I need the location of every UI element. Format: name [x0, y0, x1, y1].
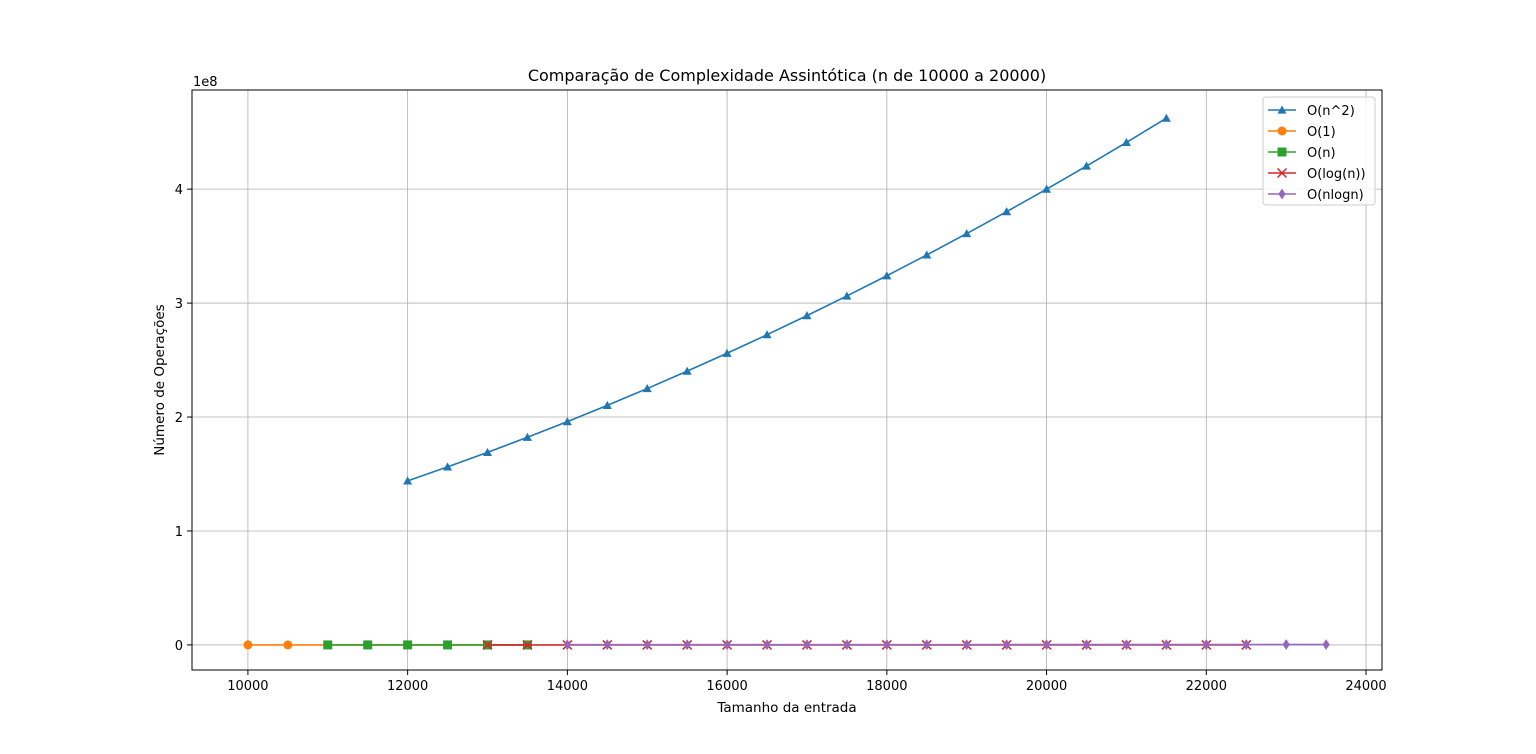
legend-label: O(1): [1307, 125, 1336, 140]
series-layer: [243, 113, 1330, 651]
y-tick-label: 1: [175, 525, 183, 540]
y-tick-label: 0: [175, 639, 183, 654]
data-point-triangle: [1081, 161, 1091, 170]
data-point-diamond: [563, 639, 571, 651]
x-tick-label: 10000: [227, 679, 268, 694]
legend-item: O(n^2): [1268, 104, 1355, 119]
axes: 10000 12000 14000 16000 18000 20000 22000 24000…: [175, 183, 1387, 694]
data-point-diamond: [1278, 188, 1286, 200]
data-point-triangle: [1121, 137, 1131, 147]
data-point-triangle: [1277, 105, 1287, 114]
data-point-triangle: [1161, 113, 1171, 122]
legend-label: O(n^2): [1307, 104, 1355, 119]
plot-frame: [191, 89, 1383, 671]
data-point-diamond: [1202, 639, 1210, 650]
legend-items: O(n^2) O(1) O(n) O(log(n)) O(nlogn): [1268, 104, 1366, 203]
data-point-square: [1277, 147, 1287, 157]
data-point-diamond: [803, 639, 811, 651]
data-point-square: [323, 640, 333, 650]
legend-box: [1262, 96, 1376, 206]
data-point-triangle: [842, 291, 852, 300]
data-point-triangle: [483, 447, 493, 456]
data-point-x: [522, 639, 533, 650]
data-point-diamond: [603, 639, 611, 651]
data-point-square: [363, 640, 373, 650]
y-tick-label: 3: [175, 297, 183, 312]
x-axis-label: Tamanho da entrada: [716, 700, 856, 716]
data-point-diamond: [1282, 639, 1290, 650]
data-point-circle: [243, 640, 253, 650]
legend-item: O(nlogn): [1268, 188, 1364, 203]
data-point-diamond: [763, 639, 771, 651]
chart-title: Comparação de Complexidade Assintótica (…: [528, 66, 1046, 85]
data-point-square: [403, 640, 413, 650]
data-point-triangle: [522, 432, 532, 441]
data-point-x: [482, 639, 493, 650]
data-point-diamond: [723, 639, 731, 651]
data-point-triangle: [722, 348, 732, 357]
y-tick-label: 2: [175, 411, 183, 426]
legend-label: O(n): [1307, 146, 1336, 161]
data-point-diamond: [843, 639, 851, 651]
data-point-diamond: [923, 639, 931, 651]
data-point-triangle: [403, 476, 413, 485]
x-tick-label: 20000: [1026, 679, 1067, 694]
data-point-diamond: [643, 639, 651, 651]
data-point-triangle: [562, 417, 572, 426]
data-point-triangle: [682, 366, 692, 375]
y-tick-label: 4: [175, 183, 183, 198]
data-point-triangle: [443, 462, 453, 471]
legend-item: O(n): [1268, 146, 1336, 161]
legend-item: O(log(n)): [1268, 167, 1366, 182]
data-point-triangle: [802, 311, 812, 320]
x-tick-label: 14000: [547, 679, 588, 694]
y-axis-label: Número de Operações: [152, 304, 168, 455]
x-tick-label: 16000: [706, 679, 747, 694]
data-point-triangle: [922, 250, 932, 259]
data-point-square: [443, 640, 453, 650]
data-point-diamond: [1042, 639, 1051, 651]
data-point-diamond: [1242, 639, 1250, 650]
x-tick-label: 22000: [1186, 679, 1227, 694]
data-point-diamond: [883, 639, 891, 651]
legend-label: O(log(n)): [1307, 167, 1366, 182]
data-point-x: [1276, 167, 1288, 179]
legend-label: O(nlogn): [1307, 188, 1364, 203]
data-point-triangle: [1042, 184, 1052, 193]
data-point-triangle: [602, 400, 612, 409]
x-tick-label: 12000: [387, 679, 428, 694]
data-point-circle: [1277, 126, 1287, 136]
legend: O(n^2) O(1) O(n) O(log(n)) O(nlogn): [1262, 96, 1376, 206]
data-point-diamond: [963, 639, 971, 651]
series-O(nlogn): [563, 639, 1330, 651]
plot-area: [192, 90, 1382, 670]
series-O(n^2): [403, 113, 1171, 485]
plot-area-background: [192, 90, 1382, 670]
series-line: [407, 117, 1167, 482]
data-point-diamond: [1122, 639, 1131, 650]
data-point-triangle: [762, 330, 772, 339]
data-point-triangle: [882, 271, 892, 280]
data-point-triangle: [1002, 207, 1012, 216]
data-point-diamond: [1003, 639, 1011, 651]
data-point-circle: [283, 640, 293, 650]
data-point-triangle: [962, 229, 972, 238]
data-point-diamond: [683, 639, 691, 651]
y-offset-label: 1e8: [193, 75, 218, 90]
x-tick-label: 18000: [866, 679, 907, 694]
data-point-diamond: [1082, 639, 1091, 650]
data-point-diamond: [1162, 639, 1170, 650]
data-point-diamond: [1322, 639, 1330, 650]
data-point-triangle: [642, 384, 652, 393]
legend-item: O(1): [1268, 125, 1336, 140]
x-tick-label: 24000: [1345, 679, 1386, 694]
